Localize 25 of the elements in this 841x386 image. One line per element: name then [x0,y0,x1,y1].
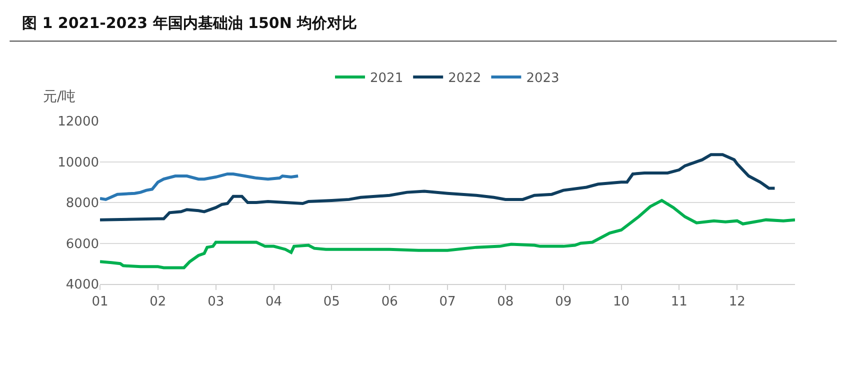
y-tick-label: 12000 [58,114,99,130]
legend-label: 2021 [370,71,404,86]
x-tick-label: 04 [265,294,282,310]
x-tick-label: 09 [555,294,572,310]
x-tick-label: 06 [381,294,398,310]
y-tick-label: 4000 [66,278,99,293]
x-tick-label: 08 [497,294,514,310]
line-series [100,198,795,270]
legend-label: 2023 [526,71,560,86]
x-tick-label: 03 [208,294,224,310]
y-axis-title: 元/吨 [43,89,76,105]
x-tick-label: 05 [323,294,340,310]
y-tick-label: 10000 [58,155,99,170]
chart-title: 图 1 2021-2023 年国内基础油 150N 均价对比 [22,14,358,32]
line-series [100,172,300,201]
y-tick-label: 6000 [66,236,99,252]
legend-label: 2022 [448,71,482,86]
x-tick-label: 10 [612,294,630,310]
line-series [100,153,776,222]
x-tick-label: 02 [150,294,166,310]
x-tick-label: 07 [439,294,456,310]
x-tick-label: 01 [92,294,108,310]
x-tick-label: 11 [670,294,688,310]
x-tick-label: 12 [728,294,746,310]
y-tick-label: 8000 [66,196,99,212]
